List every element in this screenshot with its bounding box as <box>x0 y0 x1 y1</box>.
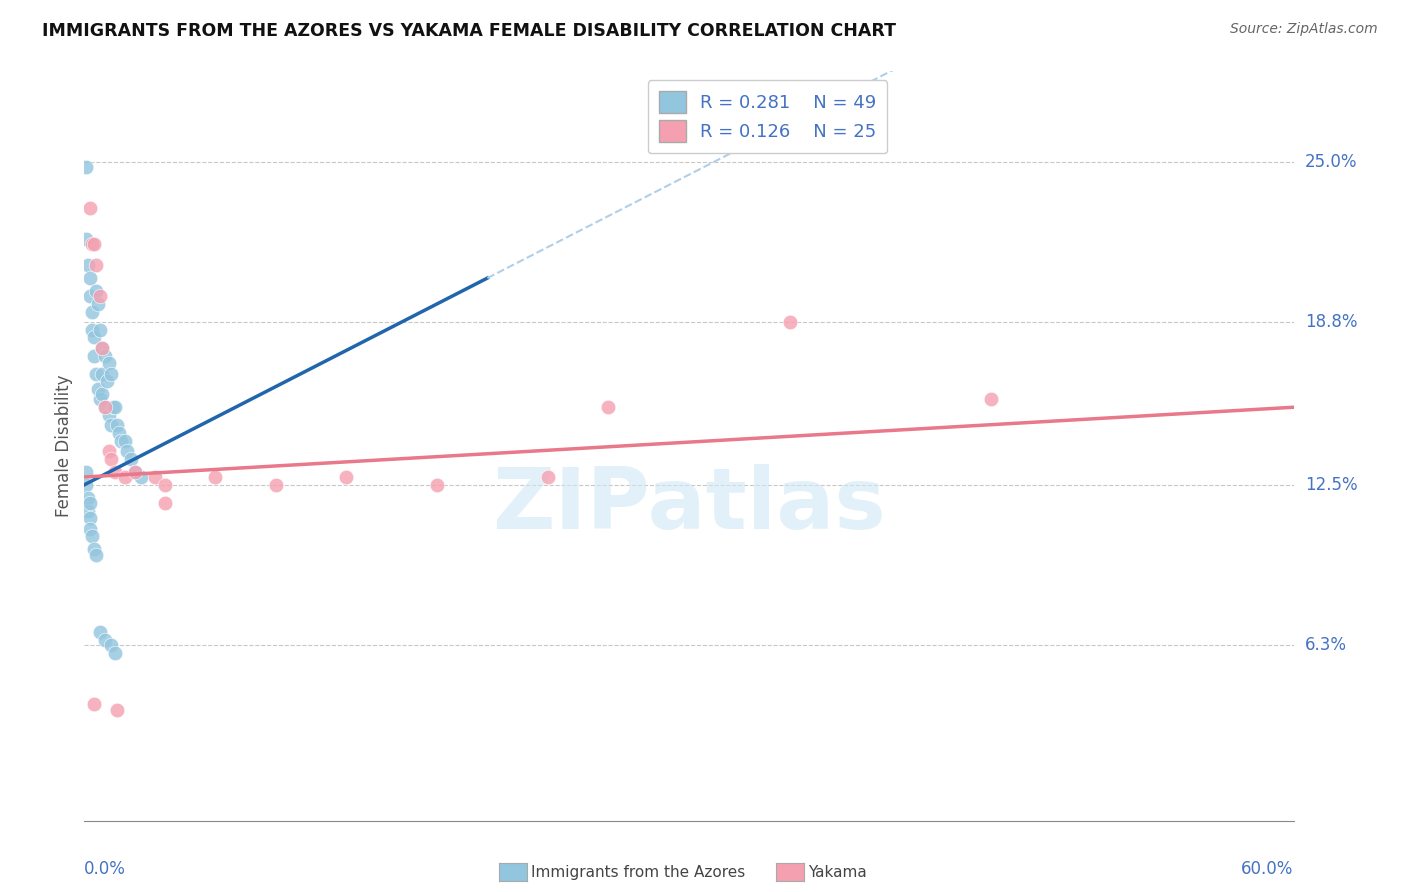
Point <box>124 465 146 479</box>
Text: 0.0%: 0.0% <box>84 860 127 878</box>
Point <box>83 330 105 344</box>
Point <box>96 375 118 389</box>
Point <box>86 367 108 381</box>
Point <box>105 702 128 716</box>
Point <box>153 477 176 491</box>
Point <box>110 434 132 448</box>
Point <box>93 401 115 415</box>
Point <box>82 304 104 318</box>
Point <box>91 341 114 355</box>
Text: ZIPatlas: ZIPatlas <box>492 465 886 548</box>
Point <box>100 367 122 381</box>
Point <box>75 232 97 246</box>
Point <box>426 477 449 491</box>
Point <box>779 315 801 329</box>
Text: IMMIGRANTS FROM THE AZORES VS YAKAMA FEMALE DISABILITY CORRELATION CHART: IMMIGRANTS FROM THE AZORES VS YAKAMA FEM… <box>42 22 896 40</box>
Point <box>86 548 108 562</box>
Text: 12.5%: 12.5% <box>1305 475 1357 494</box>
Point <box>89 323 111 337</box>
Point <box>83 237 105 252</box>
Point <box>89 289 111 303</box>
Point <box>100 418 122 433</box>
Y-axis label: Female Disability: Female Disability <box>55 375 73 517</box>
Point <box>82 323 104 337</box>
Point <box>75 477 97 491</box>
Point <box>124 465 146 479</box>
Point <box>129 470 152 484</box>
Point <box>79 496 101 510</box>
Point <box>93 349 115 363</box>
Point <box>114 434 136 448</box>
Point <box>100 451 122 466</box>
Point <box>79 271 101 285</box>
Point <box>114 470 136 484</box>
Point <box>83 349 105 363</box>
Text: 25.0%: 25.0% <box>1305 153 1357 170</box>
Point <box>87 297 110 311</box>
Point <box>153 496 176 510</box>
Text: Immigrants from the Azores: Immigrants from the Azores <box>531 865 745 880</box>
Point <box>115 444 138 458</box>
Point <box>93 401 115 415</box>
Point <box>100 638 122 652</box>
Point <box>105 418 128 433</box>
Point <box>264 477 287 491</box>
Point <box>83 698 105 712</box>
Point <box>101 401 124 415</box>
Point <box>75 465 97 479</box>
Point <box>79 511 101 525</box>
Point <box>598 401 620 415</box>
Point <box>204 470 226 484</box>
Point <box>91 387 114 401</box>
Point <box>86 284 108 298</box>
Point <box>79 202 101 216</box>
Point <box>82 529 104 543</box>
Point <box>104 646 127 660</box>
Text: Yakama: Yakama <box>808 865 868 880</box>
Point <box>104 401 127 415</box>
Text: Source: ZipAtlas.com: Source: ZipAtlas.com <box>1230 22 1378 37</box>
Point <box>77 503 100 517</box>
Text: 60.0%: 60.0% <box>1241 860 1294 878</box>
Text: 6.3%: 6.3% <box>1305 636 1347 654</box>
Point <box>86 258 108 272</box>
Point <box>107 426 129 441</box>
Point <box>104 465 127 479</box>
Point <box>143 470 166 484</box>
Point <box>77 258 100 272</box>
Point <box>89 625 111 640</box>
Point <box>120 451 142 466</box>
Point <box>87 382 110 396</box>
Point <box>75 160 97 174</box>
Point <box>97 408 120 422</box>
Point <box>89 392 111 407</box>
Point <box>97 356 120 370</box>
Point <box>91 341 114 355</box>
Point <box>79 289 101 303</box>
Point <box>82 237 104 252</box>
Point <box>83 542 105 557</box>
Point <box>980 392 1002 407</box>
Legend: R = 0.281    N = 49, R = 0.126    N = 25: R = 0.281 N = 49, R = 0.126 N = 25 <box>648 80 887 153</box>
Point <box>537 470 560 484</box>
Point <box>91 367 114 381</box>
Point <box>97 444 120 458</box>
Text: 18.8%: 18.8% <box>1305 313 1357 331</box>
Point <box>93 632 115 647</box>
Point <box>77 491 100 505</box>
Point <box>335 470 357 484</box>
Point <box>79 522 101 536</box>
